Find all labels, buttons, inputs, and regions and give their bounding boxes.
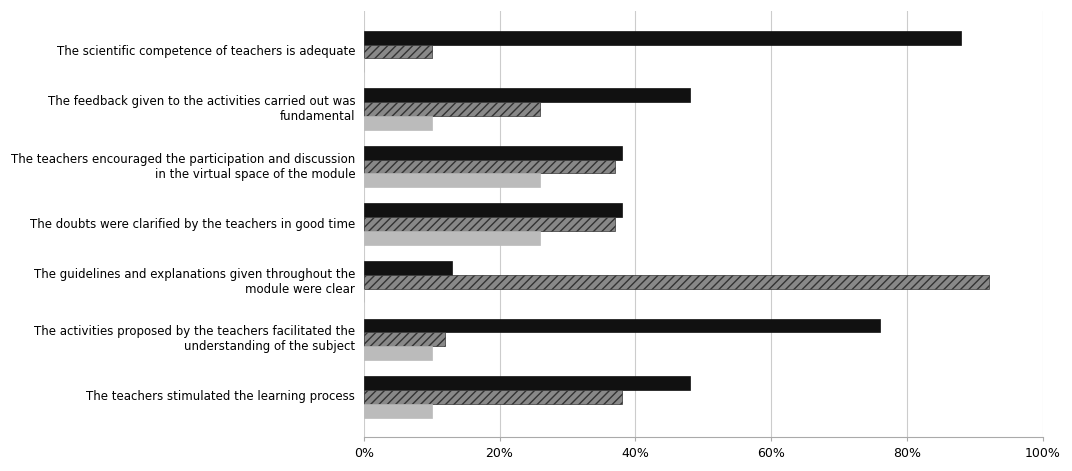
Bar	[363, 203, 622, 217]
Bar	[363, 333, 445, 346]
Bar	[363, 231, 540, 245]
Bar	[363, 261, 452, 275]
Bar	[363, 88, 689, 102]
Bar	[363, 376, 689, 390]
Bar	[363, 160, 615, 173]
Bar	[363, 146, 622, 160]
Bar	[363, 318, 880, 333]
Bar	[363, 116, 432, 130]
Bar	[363, 173, 540, 187]
Bar	[363, 404, 432, 418]
Bar	[363, 275, 988, 289]
Bar	[363, 102, 540, 116]
Bar	[363, 31, 962, 44]
Bar	[363, 390, 622, 404]
Bar	[363, 346, 432, 360]
Bar	[363, 217, 615, 231]
Bar	[363, 44, 432, 58]
